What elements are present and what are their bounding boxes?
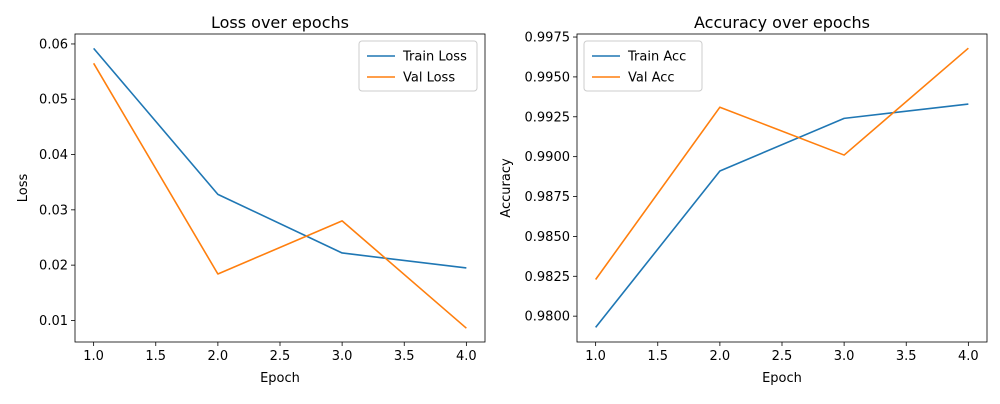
accuracy-x-axis-label: Epoch bbox=[762, 371, 802, 386]
accuracy-chart: Accuracy over epochs 1.0 1.5 2.0 2.5 3.0 3.5 4.… bbox=[499, 13, 987, 386]
loss-y-tick-label: 0.05 bbox=[39, 93, 68, 108]
loss-x-tick-label: 2.5 bbox=[270, 349, 291, 364]
loss-x-tick-label: 4.0 bbox=[456, 349, 477, 364]
accuracy-y-tick-label: 0.9925 bbox=[525, 110, 571, 125]
legend-label: Val Acc bbox=[628, 71, 675, 86]
loss-y-tick-label: 0.02 bbox=[39, 259, 68, 274]
loss-chart: Loss over epochs 1.0 1.5 2.0 2.5 3.0 3.5 4.0 0.0… bbox=[16, 13, 485, 386]
loss-x-tick-label: 1.5 bbox=[145, 349, 166, 364]
series-line-train-acc bbox=[596, 104, 969, 327]
loss-x-tick-label: 2.0 bbox=[208, 349, 229, 364]
legend-label: Val Loss bbox=[403, 71, 455, 86]
loss-chart-title: Loss over epochs bbox=[211, 13, 349, 32]
accuracy-chart-title: Accuracy over epochs bbox=[694, 13, 870, 32]
accuracy-y-tick-label: 0.9950 bbox=[525, 70, 571, 85]
accuracy-legend: Train Acc Val Acc bbox=[584, 41, 702, 91]
accuracy-y-tick-label: 0.9800 bbox=[525, 310, 571, 325]
accuracy-y-tick-label: 0.9975 bbox=[525, 31, 571, 46]
accuracy-x-tick-label: 3.5 bbox=[896, 349, 917, 364]
legend-label: Train Loss bbox=[402, 50, 467, 65]
accuracy-x-tick-label: 1.0 bbox=[585, 349, 606, 364]
loss-y-tick-label: 0.03 bbox=[39, 203, 68, 218]
accuracy-x-tick-label: 4.0 bbox=[958, 349, 979, 364]
loss-y-tick-label: 0.04 bbox=[39, 148, 68, 163]
accuracy-y-tick-label: 0.9850 bbox=[525, 230, 571, 245]
accuracy-x-tick-label: 1.5 bbox=[647, 349, 668, 364]
accuracy-x-tick-label: 2.5 bbox=[772, 349, 793, 364]
accuracy-x-tick-label: 3.0 bbox=[834, 349, 855, 364]
loss-y-tick-label: 0.01 bbox=[39, 314, 68, 329]
loss-x-axis-label: Epoch bbox=[260, 371, 300, 386]
loss-x-tick-label: 3.0 bbox=[332, 349, 353, 364]
loss-x-tick-label: 1.0 bbox=[83, 349, 104, 364]
loss-legend: Train Loss Val Loss bbox=[359, 41, 477, 91]
accuracy-y-tick-label: 0.9900 bbox=[525, 150, 571, 165]
legend-label: Train Acc bbox=[627, 50, 686, 65]
loss-y-axis-label: Loss bbox=[16, 174, 31, 203]
accuracy-y-axis-label: Accuracy bbox=[499, 158, 514, 218]
accuracy-y-tick-label: 0.9875 bbox=[525, 190, 571, 205]
series-line-val-loss bbox=[94, 63, 467, 328]
accuracy-x-tick-label: 2.0 bbox=[710, 349, 731, 364]
loss-x-tick-label: 3.5 bbox=[394, 349, 415, 364]
accuracy-y-tick-label: 0.9825 bbox=[525, 270, 571, 285]
loss-y-tick-label: 0.06 bbox=[39, 37, 68, 52]
